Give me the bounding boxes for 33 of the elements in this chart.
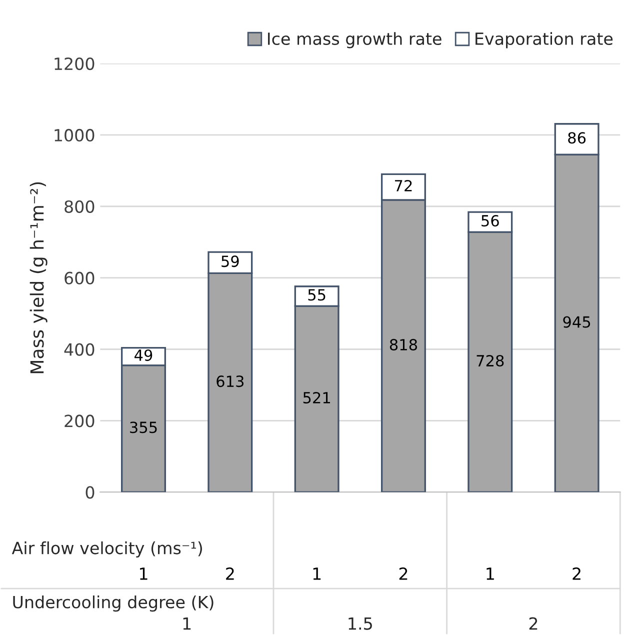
data-label: 72 <box>395 180 412 192</box>
data-label: 59 <box>222 256 239 268</box>
text: 1.5 <box>348 617 372 630</box>
data-label: 49 <box>134 349 152 362</box>
y-tick-label: 1000 <box>54 128 94 142</box>
data-label: 945 <box>563 316 590 328</box>
text: Undercooling degree (K) <box>13 596 214 612</box>
text: 1 <box>183 617 191 630</box>
y-tick-label: 0 <box>86 486 94 499</box>
y-tick-label: 400 <box>64 343 94 356</box>
data-label: 56 <box>482 214 499 227</box>
data-label: 355 <box>130 422 157 434</box>
data-label: 55 <box>308 289 326 301</box>
y-tick-label: 800 <box>64 200 94 213</box>
y-tick-label: 200 <box>64 414 94 428</box>
x-tick-label: 2 <box>226 567 234 580</box>
y-tick-label: 600 <box>64 272 94 284</box>
legend-label: Ice mass growth rate <box>268 32 442 48</box>
text: 2 <box>529 617 538 630</box>
y-axis-title: Mass yield (g h⁻¹m⁻²) <box>30 182 48 374</box>
x-tick-label: 1 <box>140 568 148 580</box>
legend-label: Evaporation rate <box>476 32 613 48</box>
data-label: 521 <box>303 392 330 404</box>
x-tick-label: 1 <box>313 568 321 580</box>
data-label: 613 <box>216 376 244 388</box>
data-label: 818 <box>390 338 418 350</box>
data-label: 728 <box>476 354 504 367</box>
data-label: 86 <box>568 132 586 144</box>
x-tick-label: 2 <box>572 567 580 580</box>
x-tick-label: 2 <box>399 567 408 580</box>
x-axis-title: Air flow velocity (ms⁻¹) <box>12 541 202 558</box>
x-tick-label: 1 <box>486 568 494 580</box>
y-tick-label: 1200 <box>54 57 94 70</box>
